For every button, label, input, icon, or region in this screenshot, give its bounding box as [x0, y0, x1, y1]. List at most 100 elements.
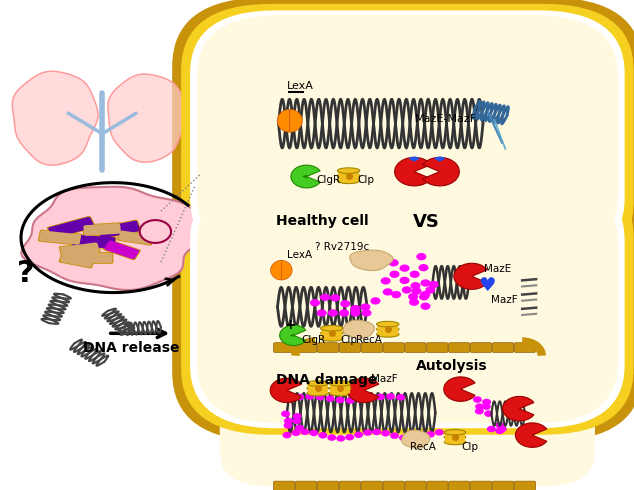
FancyBboxPatch shape	[96, 220, 141, 239]
Circle shape	[495, 428, 504, 434]
Circle shape	[383, 288, 393, 295]
Circle shape	[356, 396, 365, 403]
Circle shape	[339, 309, 349, 317]
Ellipse shape	[307, 381, 328, 386]
FancyBboxPatch shape	[361, 481, 382, 490]
Ellipse shape	[307, 386, 328, 391]
Circle shape	[363, 429, 372, 436]
Polygon shape	[291, 165, 320, 188]
Wedge shape	[454, 263, 488, 289]
Text: MazE-MazF: MazE-MazF	[415, 114, 477, 123]
Circle shape	[336, 435, 346, 441]
Polygon shape	[108, 74, 187, 162]
Circle shape	[360, 303, 370, 311]
Circle shape	[346, 397, 355, 404]
Circle shape	[316, 309, 327, 317]
Circle shape	[473, 396, 482, 403]
Circle shape	[408, 293, 418, 300]
Text: LexA: LexA	[287, 81, 314, 91]
Polygon shape	[402, 430, 430, 448]
FancyBboxPatch shape	[60, 243, 100, 257]
FancyBboxPatch shape	[273, 343, 295, 352]
Text: Autolysis: Autolysis	[416, 359, 488, 373]
Circle shape	[429, 281, 439, 288]
FancyBboxPatch shape	[272, 207, 543, 219]
Circle shape	[295, 425, 304, 431]
Text: ?: ?	[17, 259, 35, 289]
Text: Healthy cell: Healthy cell	[276, 215, 368, 228]
Wedge shape	[414, 157, 420, 162]
FancyBboxPatch shape	[295, 343, 317, 352]
Circle shape	[283, 432, 292, 439]
FancyBboxPatch shape	[267, 212, 548, 214]
Circle shape	[301, 429, 309, 435]
Circle shape	[410, 270, 420, 278]
Text: DNA damage: DNA damage	[276, 373, 377, 387]
Wedge shape	[411, 157, 417, 162]
FancyBboxPatch shape	[71, 234, 117, 249]
Circle shape	[390, 433, 399, 439]
Ellipse shape	[307, 391, 328, 396]
Circle shape	[409, 298, 419, 306]
Circle shape	[410, 282, 420, 290]
Wedge shape	[290, 334, 294, 337]
Circle shape	[350, 305, 360, 312]
Circle shape	[376, 393, 385, 400]
Circle shape	[381, 430, 390, 437]
FancyBboxPatch shape	[172, 164, 634, 441]
Text: ? Rv2719c: ? Rv2719c	[315, 242, 369, 252]
FancyBboxPatch shape	[181, 4, 633, 268]
Ellipse shape	[321, 336, 343, 341]
Circle shape	[340, 300, 350, 307]
Circle shape	[482, 399, 491, 405]
Polygon shape	[343, 320, 375, 338]
Text: LexA: LexA	[287, 250, 312, 260]
Circle shape	[391, 291, 401, 298]
Wedge shape	[408, 157, 414, 162]
Text: ClgR: ClgR	[316, 174, 340, 185]
Circle shape	[354, 432, 363, 438]
FancyBboxPatch shape	[119, 231, 153, 245]
Circle shape	[475, 408, 484, 415]
Ellipse shape	[330, 386, 351, 391]
FancyBboxPatch shape	[48, 217, 94, 238]
Text: MazF: MazF	[371, 374, 398, 384]
FancyBboxPatch shape	[197, 182, 618, 423]
Ellipse shape	[321, 331, 343, 336]
FancyBboxPatch shape	[295, 481, 317, 490]
FancyBboxPatch shape	[104, 241, 139, 259]
Circle shape	[295, 394, 304, 400]
FancyBboxPatch shape	[445, 432, 465, 442]
Wedge shape	[434, 157, 440, 162]
FancyBboxPatch shape	[339, 343, 361, 352]
Text: +: +	[284, 318, 296, 332]
Circle shape	[419, 293, 429, 300]
Text: RecA: RecA	[410, 442, 436, 452]
Circle shape	[426, 431, 435, 438]
Wedge shape	[394, 157, 431, 186]
Circle shape	[139, 220, 171, 243]
FancyBboxPatch shape	[59, 251, 95, 269]
FancyBboxPatch shape	[197, 15, 618, 256]
Ellipse shape	[444, 430, 466, 435]
FancyBboxPatch shape	[514, 343, 536, 352]
Wedge shape	[515, 423, 547, 447]
FancyBboxPatch shape	[38, 230, 82, 245]
Ellipse shape	[444, 435, 466, 440]
FancyBboxPatch shape	[82, 222, 122, 237]
Circle shape	[498, 426, 507, 432]
Text: Clp: Clp	[357, 174, 374, 185]
Circle shape	[309, 430, 318, 436]
Circle shape	[389, 270, 399, 278]
Ellipse shape	[337, 173, 359, 178]
Circle shape	[396, 394, 405, 400]
Wedge shape	[347, 378, 378, 403]
FancyBboxPatch shape	[383, 343, 404, 352]
Ellipse shape	[377, 321, 399, 327]
Circle shape	[335, 397, 345, 403]
Circle shape	[350, 309, 360, 317]
Polygon shape	[280, 325, 306, 345]
FancyBboxPatch shape	[98, 220, 140, 238]
Circle shape	[417, 253, 427, 260]
FancyBboxPatch shape	[318, 481, 339, 490]
